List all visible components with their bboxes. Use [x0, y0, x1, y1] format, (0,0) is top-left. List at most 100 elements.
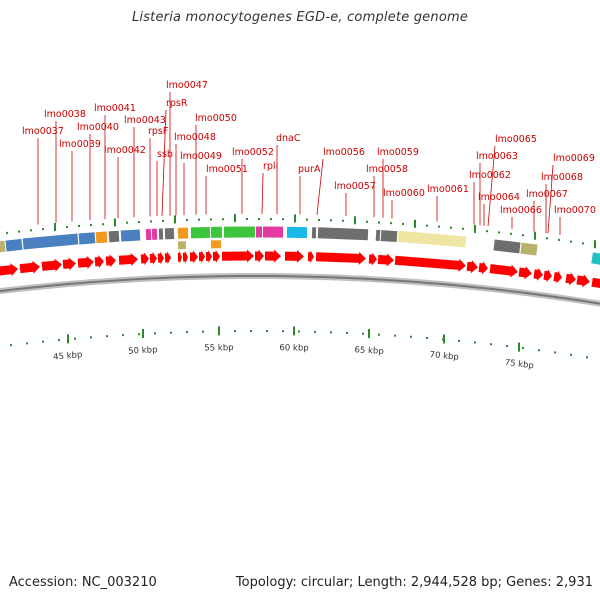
cog-feature [255, 226, 263, 238]
cog-feature [311, 227, 317, 239]
scale-dot [202, 330, 204, 333]
scale-dot [570, 353, 572, 356]
scale-dot [330, 331, 332, 334]
gene-label-lmo0051: lmo0051 [206, 164, 248, 175]
outer-tick [174, 215, 176, 224]
scale-major-tick [368, 329, 370, 339]
gene-arrow [489, 264, 518, 278]
cog-feature [120, 229, 141, 242]
gene-arrow [254, 249, 264, 263]
scale-dot [266, 330, 268, 333]
scale-dot [458, 339, 460, 342]
cog-feature [375, 229, 381, 242]
gene-label-dnac: dnaC [276, 133, 301, 144]
gene-arrow [177, 250, 182, 264]
scale-label: 70 kbp [429, 350, 459, 363]
cog-feature [22, 233, 79, 250]
genome-summary-text: Topology: circular; Length: 2,944,528 bp… [235, 575, 593, 590]
gene-arrow [140, 252, 149, 266]
outer-tick [42, 228, 44, 231]
scale-dot [394, 334, 396, 337]
gene-label-lmo0062: lmo0062 [469, 170, 511, 181]
cog-feature [591, 252, 600, 267]
gene-label-lmo0059: lmo0059 [377, 147, 419, 158]
outer-tick [306, 218, 308, 221]
leader-line [316, 158, 324, 215]
scale-major-tick [67, 334, 69, 344]
gene-arrow [198, 250, 205, 264]
cog-feature [190, 226, 211, 239]
gene-arrow [221, 249, 254, 263]
outer-tick [450, 226, 452, 229]
cog-feature [520, 242, 538, 256]
outer-tick [78, 224, 80, 227]
scale-dot [154, 332, 156, 335]
scale-dot [250, 330, 252, 333]
scale-dot [10, 344, 12, 347]
gene-label-lmo0066: lmo0066 [500, 205, 542, 216]
gene-label-lmo0063: lmo0063 [476, 151, 518, 162]
outer-tick [486, 230, 488, 233]
cog-feature [493, 239, 521, 254]
gene-arrow [149, 251, 157, 265]
outer-tick [198, 218, 200, 221]
gene-label-lmo0070: lmo0070 [554, 205, 596, 216]
gene-arrow-track [0, 249, 600, 291]
scale-dot [586, 356, 588, 359]
gene-label-lmo0067: lmo0067 [526, 189, 568, 200]
scale-major-tick [218, 326, 220, 336]
gene-label-lmo0052: lmo0052 [232, 147, 274, 158]
outer-tick [390, 222, 392, 225]
gene-label-lmo0060: lmo0060 [383, 188, 425, 199]
gene-arrow [264, 249, 281, 263]
gene-arrow [284, 249, 304, 263]
outer-tick [222, 218, 224, 221]
scale-dot [42, 340, 44, 343]
outer-tick [294, 214, 296, 223]
outer-tick [234, 214, 236, 223]
scale-label: 65 kbp [354, 345, 384, 357]
gene-arrow [94, 255, 104, 269]
gene-arrow [212, 249, 220, 263]
gene-label-lmo0068: lmo0068 [541, 172, 583, 183]
scale-dot [74, 337, 76, 340]
outer-tick [594, 240, 596, 249]
gene-label-lmo0065: lmo0065 [495, 134, 537, 145]
scale-dot [346, 332, 348, 335]
gene-arrow [553, 270, 562, 284]
cog-feature [262, 226, 284, 238]
scale-dot [234, 330, 236, 333]
gene-label-ssb: ssb [157, 149, 173, 160]
scale-dot [474, 341, 476, 344]
scale-major-tick [142, 328, 144, 338]
cog-feature [0, 240, 6, 253]
gene-label-lmo0057: lmo0057 [334, 181, 376, 192]
scale-ruler: 45 kbp 50 kbp 55 kbp 60 kbp 65 kbp 70 kbp 75 k… [10, 326, 588, 371]
outer-tick [330, 219, 332, 222]
leader-line [547, 164, 554, 234]
scale-dot [538, 349, 540, 352]
outer-tick [462, 227, 464, 230]
scale-major-tick [518, 342, 520, 352]
outer-tick [210, 218, 212, 221]
outer-tick [438, 225, 440, 228]
gene-arrow [394, 255, 466, 272]
scale-label: 45 kbp [53, 350, 83, 363]
gene-label-rpsr: rpsR [166, 98, 188, 109]
gene-arrow [591, 277, 600, 291]
gene-label-lmo0048: lmo0048 [174, 132, 216, 143]
cog-feature [210, 240, 222, 249]
scale-dot [410, 335, 412, 338]
gene-arrow [466, 260, 478, 274]
cog-feature [223, 226, 256, 238]
outer-tick [474, 224, 476, 233]
leader-line [261, 172, 264, 215]
scale-dot [282, 330, 284, 333]
gene-label-lmo0049: lmo0049 [180, 151, 222, 162]
scale-dot [362, 332, 364, 335]
outer-tick [498, 231, 500, 234]
outer-tick [522, 234, 524, 237]
scale-dot [298, 330, 300, 333]
outer-tick [114, 218, 116, 227]
